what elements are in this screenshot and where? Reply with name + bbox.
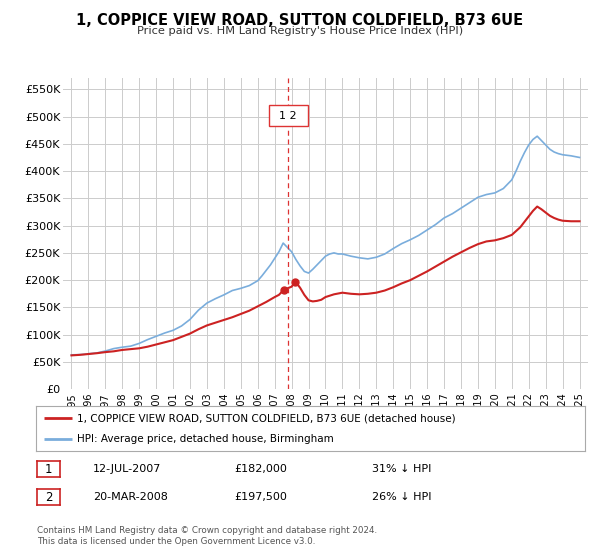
Text: 12-JUL-2007: 12-JUL-2007 — [93, 464, 161, 474]
Text: 1, COPPICE VIEW ROAD, SUTTON COLDFIELD, B73 6UE: 1, COPPICE VIEW ROAD, SUTTON COLDFIELD, … — [76, 13, 524, 29]
Text: 1 2: 1 2 — [280, 110, 297, 120]
Text: Price paid vs. HM Land Registry's House Price Index (HPI): Price paid vs. HM Land Registry's House … — [137, 26, 463, 36]
FancyBboxPatch shape — [269, 105, 308, 126]
Text: 1, COPPICE VIEW ROAD, SUTTON COLDFIELD, B73 6UE (detached house): 1, COPPICE VIEW ROAD, SUTTON COLDFIELD, … — [77, 413, 456, 423]
Text: £197,500: £197,500 — [234, 492, 287, 502]
Text: 1: 1 — [45, 463, 52, 476]
Text: HPI: Average price, detached house, Birmingham: HPI: Average price, detached house, Birm… — [77, 433, 334, 444]
Text: £182,000: £182,000 — [234, 464, 287, 474]
Text: 20-MAR-2008: 20-MAR-2008 — [93, 492, 168, 502]
Text: Contains HM Land Registry data © Crown copyright and database right 2024.: Contains HM Land Registry data © Crown c… — [37, 526, 377, 535]
Text: This data is licensed under the Open Government Licence v3.0.: This data is licensed under the Open Gov… — [37, 537, 316, 546]
Text: 2: 2 — [45, 491, 52, 504]
Text: 26% ↓ HPI: 26% ↓ HPI — [372, 492, 431, 502]
Text: 31% ↓ HPI: 31% ↓ HPI — [372, 464, 431, 474]
